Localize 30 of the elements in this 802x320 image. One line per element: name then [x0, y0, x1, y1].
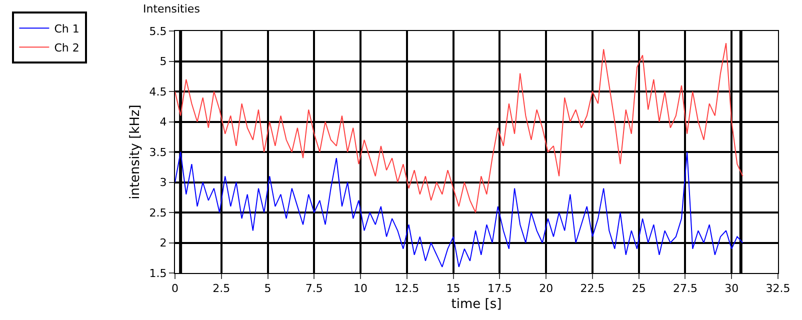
y-tick-label: 1.5	[149, 266, 167, 280]
chart-title: Intensities	[143, 2, 200, 16]
line-series	[175, 152, 744, 268]
y-tick-label: 3.5	[149, 146, 167, 159]
y-tick-label: 3	[160, 176, 167, 190]
x-tick-label: 0	[172, 282, 178, 296]
y-tick-label: 4	[160, 116, 167, 129]
x-tick-label: 25	[632, 282, 646, 296]
y-axis-title: intensity [kHz]	[128, 104, 144, 200]
x-tick-label: 7.5	[305, 282, 323, 296]
x-tick-label: 27.5	[672, 282, 698, 296]
x-tick-label: 20	[539, 282, 554, 296]
x-tick-label: 22.5	[580, 282, 605, 296]
line-series	[175, 42, 744, 213]
y-tick-label: 4.5	[149, 85, 167, 98]
legend-label: Ch 1	[54, 22, 80, 36]
x-tick-label: 17.5	[487, 282, 512, 296]
x-tick-label: 15	[446, 282, 460, 296]
x-tick-label: 5	[264, 282, 272, 296]
y-tick-label: 2.5	[149, 206, 167, 220]
legend-label: Ch 2	[54, 41, 80, 54]
x-tick-label: 12.5	[394, 282, 420, 296]
x-tick-label: 2.5	[212, 282, 230, 296]
x-axis-title: time [s]	[451, 296, 502, 312]
x-tick-label: 10	[354, 282, 368, 296]
x-tick-label: 32.5	[766, 282, 790, 296]
y-tick-label: 5	[160, 55, 167, 68]
x-tick-label: 30	[724, 282, 739, 296]
y-tick-label: 2	[160, 236, 167, 250]
y-tick-label: 5.5	[149, 24, 167, 38]
